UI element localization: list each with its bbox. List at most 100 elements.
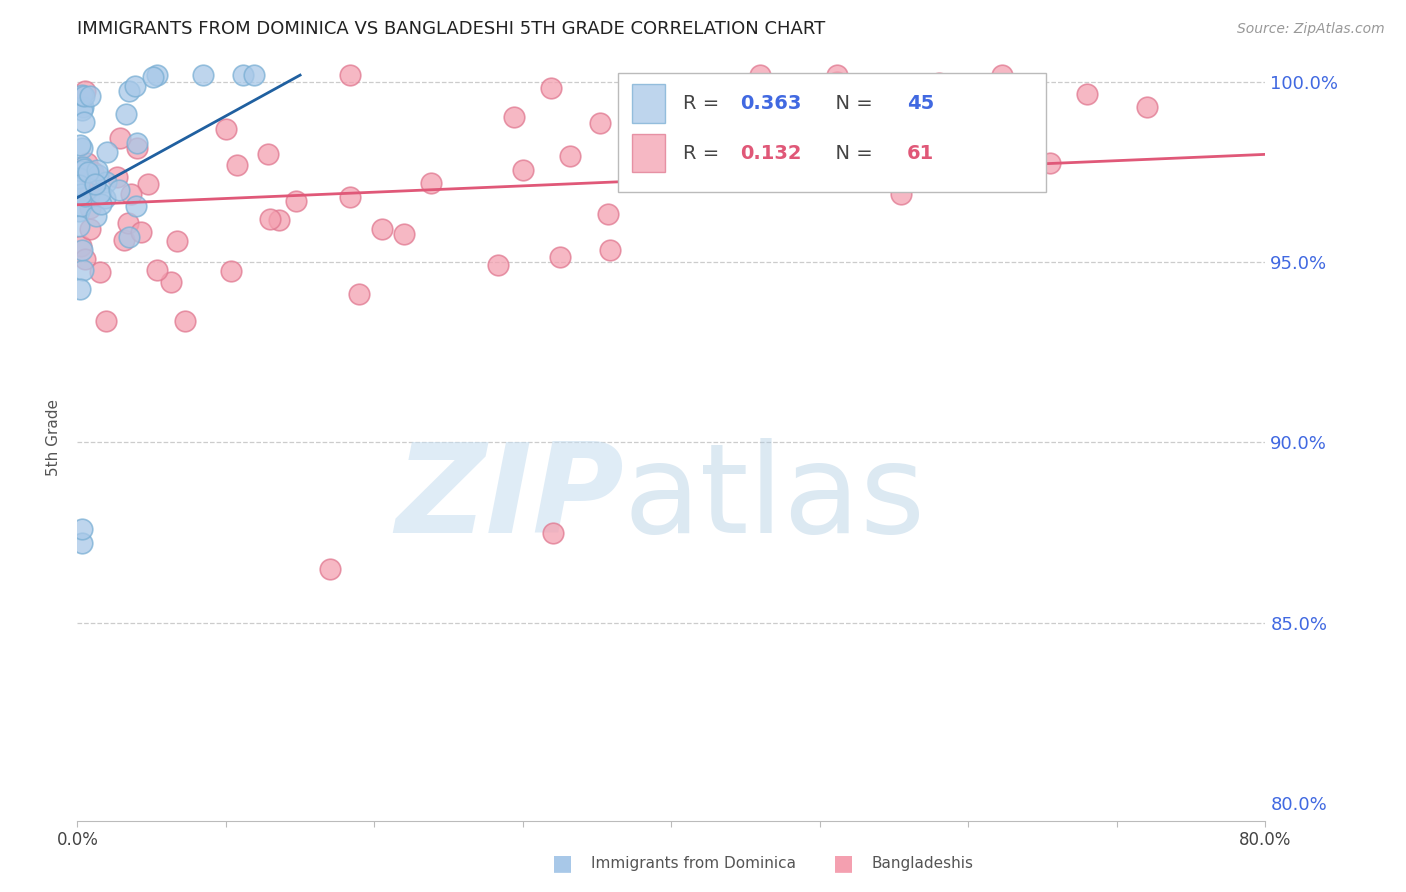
Point	[117, 216, 139, 230]
Point	[72, 262, 94, 277]
Text: atlas: atlas	[624, 438, 927, 559]
Point	[219, 263, 242, 277]
Point	[87, 168, 110, 182]
Point	[105, 170, 128, 185]
Text: R =: R =	[683, 94, 725, 113]
Point	[256, 147, 278, 161]
Point	[560, 149, 582, 163]
Text: ZIP: ZIP	[395, 438, 624, 559]
Point	[82, 164, 104, 178]
Point	[502, 110, 524, 124]
Point	[86, 209, 108, 223]
Point	[669, 112, 692, 127]
Point	[70, 522, 93, 536]
Point	[125, 198, 148, 212]
Text: N =: N =	[824, 144, 879, 162]
Point	[987, 161, 1010, 176]
Point	[96, 145, 118, 160]
Point	[70, 164, 93, 178]
Point	[120, 186, 142, 201]
Point	[540, 81, 562, 95]
Point	[69, 187, 91, 202]
Point	[77, 188, 100, 202]
Point	[127, 141, 149, 155]
Point	[193, 68, 215, 82]
Point	[259, 212, 281, 227]
Point	[108, 131, 131, 145]
Point	[285, 194, 308, 209]
Text: 45: 45	[907, 94, 934, 113]
Point	[69, 138, 91, 153]
Point	[79, 202, 101, 216]
Point	[990, 68, 1012, 82]
Point	[420, 176, 443, 190]
Point	[825, 75, 848, 89]
Point	[243, 68, 266, 82]
Point	[370, 221, 392, 235]
Y-axis label: 5th Grade: 5th Grade	[46, 399, 62, 475]
Point	[347, 286, 370, 301]
Point	[89, 186, 111, 201]
Point	[512, 163, 534, 178]
Point	[125, 136, 148, 150]
Text: N =: N =	[824, 94, 879, 113]
Point	[588, 116, 610, 130]
Point	[267, 212, 290, 227]
Point	[226, 158, 249, 172]
Point	[70, 103, 93, 117]
Point	[73, 114, 96, 128]
Text: Source: ZipAtlas.com: Source: ZipAtlas.com	[1237, 22, 1385, 37]
Point	[1039, 156, 1062, 170]
Point	[72, 99, 94, 113]
Text: Bangladeshis: Bangladeshis	[872, 856, 974, 871]
Point	[749, 68, 772, 82]
Point	[173, 314, 195, 328]
Point	[339, 68, 361, 82]
FancyBboxPatch shape	[617, 73, 1046, 192]
Point	[90, 197, 112, 211]
Point	[70, 239, 93, 253]
Text: R =: R =	[683, 144, 725, 162]
Point	[118, 84, 141, 98]
Text: IMMIGRANTS FROM DOMINICA VS BANGLADESHI 5TH GRADE CORRELATION CHART: IMMIGRANTS FROM DOMINICA VS BANGLADESHI …	[77, 21, 825, 38]
Point	[1076, 87, 1098, 102]
Point	[486, 258, 509, 272]
Point	[145, 262, 167, 277]
Point	[70, 141, 93, 155]
Point	[166, 234, 188, 248]
Point	[67, 219, 90, 233]
Point	[73, 84, 96, 98]
Point	[70, 536, 93, 550]
Point	[77, 167, 100, 181]
Bar	[633, 84, 665, 122]
Point	[94, 314, 117, 328]
Point	[319, 561, 342, 575]
Point	[392, 227, 415, 241]
Point	[89, 265, 111, 279]
Text: 0.363: 0.363	[741, 94, 801, 113]
Point	[124, 78, 146, 93]
Point	[118, 230, 141, 244]
Point	[160, 275, 183, 289]
Point	[550, 251, 572, 265]
Point	[70, 88, 93, 103]
Point	[79, 222, 101, 236]
Point	[599, 243, 621, 257]
Point	[112, 233, 135, 247]
Point	[73, 189, 96, 203]
Point	[67, 170, 90, 185]
Point	[890, 187, 912, 202]
Point	[84, 177, 107, 191]
Point	[146, 68, 169, 82]
Point	[94, 191, 117, 205]
Text: ■: ■	[553, 854, 572, 873]
Point	[114, 106, 136, 120]
Point	[67, 178, 90, 193]
Text: 0.132: 0.132	[741, 144, 801, 162]
Point	[76, 155, 98, 169]
Point	[75, 252, 97, 266]
Point	[142, 70, 165, 84]
Point	[232, 68, 254, 82]
Point	[108, 182, 131, 196]
Text: ■: ■	[834, 854, 853, 873]
